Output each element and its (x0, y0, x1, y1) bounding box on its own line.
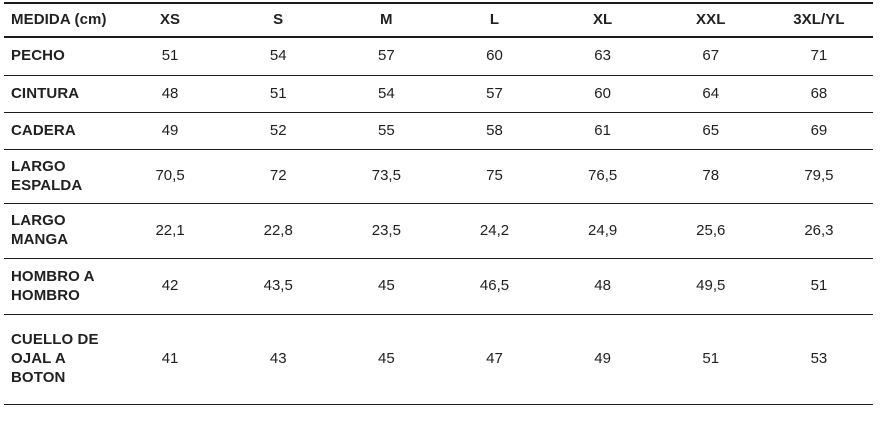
cell-value: 71 (764, 37, 873, 76)
cell-value: 60 (548, 75, 657, 113)
cell-value: 49,5 (656, 258, 765, 315)
cell-value: 54 (332, 75, 441, 113)
cell-value: 24,2 (440, 203, 549, 259)
cell-value: 45 (332, 258, 441, 315)
cell-value: 46,5 (440, 258, 549, 315)
cell-value: 65 (656, 112, 765, 150)
cell-value: 48 (548, 258, 657, 315)
column-header-xl: XL (548, 3, 657, 38)
cell-value: 75 (440, 149, 549, 204)
cell-value: 53 (764, 314, 873, 405)
cell-value: 63 (548, 37, 657, 76)
cell-value: 68 (764, 75, 873, 113)
row-label: CUELLO DE OJAL A BOTON (4, 314, 116, 405)
table-row-hombro-a-hombro: HOMBRO A HOMBRO 42 43,5 45 46,5 48 49,5 … (4, 258, 873, 315)
cell-value: 43 (224, 314, 333, 405)
column-header-l: L (440, 3, 549, 38)
cell-value: 54 (224, 37, 333, 76)
cell-value: 76,5 (548, 149, 657, 204)
column-header-s: S (224, 3, 333, 38)
column-header-3xl-yl: 3XL/YL (764, 3, 873, 38)
table-row-pecho: PECHO 51 54 57 60 63 67 71 (4, 37, 873, 76)
cell-value: 64 (656, 75, 765, 113)
cell-value: 45 (332, 314, 441, 405)
size-chart: MEDIDA (cm) XS S M L XL XXL 3XL/YL PECHO… (4, 2, 873, 405)
column-header-m: M (332, 3, 441, 38)
cell-value: 51 (764, 258, 873, 315)
cell-value: 57 (332, 37, 441, 76)
cell-value: 23,5 (332, 203, 441, 259)
cell-value: 51 (116, 37, 225, 76)
cell-value: 79,5 (764, 149, 873, 204)
table-row-cintura: CINTURA 48 51 54 57 60 64 68 (4, 75, 873, 113)
cell-value: 49 (116, 112, 225, 150)
size-chart-header: MEDIDA (cm) XS S M L XL XXL 3XL/YL (4, 3, 873, 38)
cell-value: 51 (656, 314, 765, 405)
column-header-xxl: XXL (656, 3, 765, 38)
cell-value: 48 (116, 75, 225, 113)
cell-value: 22,1 (116, 203, 225, 259)
table-row-largo-espalda: LARGO ESPALDA 70,5 72 73,5 75 76,5 78 79… (4, 149, 873, 204)
row-label: PECHO (4, 37, 116, 76)
cell-value: 60 (440, 37, 549, 76)
column-header-xs: XS (116, 3, 225, 38)
cell-value: 57 (440, 75, 549, 113)
row-label: CADERA (4, 112, 116, 150)
size-chart-table: MEDIDA (cm) XS S M L XL XXL 3XL/YL PECHO… (4, 2, 873, 405)
header-row: MEDIDA (cm) XS S M L XL XXL 3XL/YL (4, 3, 873, 38)
row-label: LARGO ESPALDA (4, 149, 116, 204)
cell-value: 55 (332, 112, 441, 150)
cell-value: 70,5 (116, 149, 225, 204)
table-row-largo-manga: LARGO MANGA 22,1 22,8 23,5 24,2 24,9 25,… (4, 203, 873, 259)
cell-value: 43,5 (224, 258, 333, 315)
cell-value: 78 (656, 149, 765, 204)
cell-value: 61 (548, 112, 657, 150)
cell-value: 47 (440, 314, 549, 405)
table-row-cadera: CADERA 49 52 55 58 61 65 69 (4, 112, 873, 150)
cell-value: 58 (440, 112, 549, 150)
row-label: LARGO MANGA (4, 203, 116, 259)
row-label: CINTURA (4, 75, 116, 113)
cell-value: 49 (548, 314, 657, 405)
cell-value: 51 (224, 75, 333, 113)
cell-value: 52 (224, 112, 333, 150)
cell-value: 67 (656, 37, 765, 76)
cell-value: 42 (116, 258, 225, 315)
cell-value: 73,5 (332, 149, 441, 204)
cell-value: 69 (764, 112, 873, 150)
measure-column-header: MEDIDA (cm) (4, 3, 116, 38)
cell-value: 41 (116, 314, 225, 405)
cell-value: 24,9 (548, 203, 657, 259)
cell-value: 26,3 (764, 203, 873, 259)
table-row-cuello-de-ojal-a-boton: CUELLO DE OJAL A BOTON 41 43 45 47 49 51… (4, 314, 873, 405)
cell-value: 25,6 (656, 203, 765, 259)
cell-value: 72 (224, 149, 333, 204)
size-chart-body: PECHO 51 54 57 60 63 67 71 CINTURA 48 51… (4, 37, 873, 405)
row-label: HOMBRO A HOMBRO (4, 258, 116, 315)
cell-value: 22,8 (224, 203, 333, 259)
